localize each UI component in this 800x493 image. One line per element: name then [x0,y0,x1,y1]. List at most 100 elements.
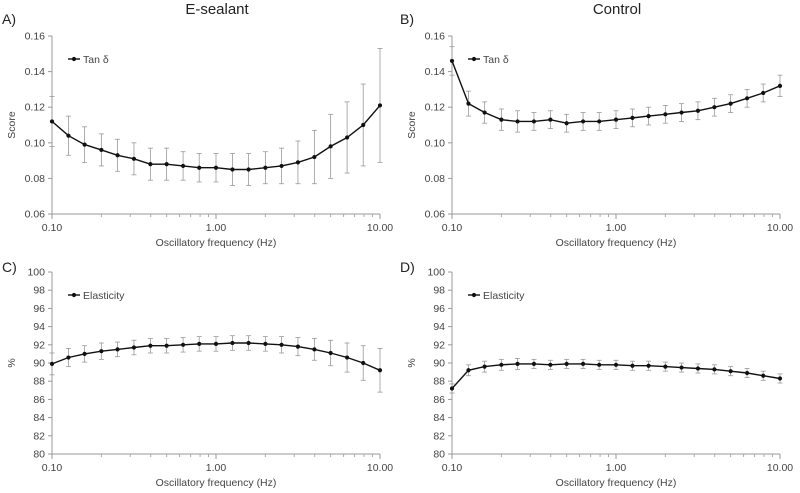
y-tick-label: 96 [33,303,45,315]
data-point [777,83,783,88]
legend-label: Elasticity [483,290,525,302]
data-point [246,340,251,346]
x-tick-label: 10.00 [767,462,793,474]
y-tick-label: 0.10 [425,137,446,149]
data-point [82,351,87,356]
x-tick-label: 0.10 [42,222,63,234]
data-point [230,340,235,346]
data-point [99,147,104,153]
data-point [482,364,487,369]
data-point [131,345,137,350]
data-point [613,362,619,367]
y-tick-label: 0.10 [25,137,46,149]
column-title-control: Control [593,1,641,18]
data-point [49,119,55,124]
x-axis-title: Oscillatory frequency (Hz) [556,237,677,249]
y-tick-label: 0.08 [25,173,46,185]
data-point [663,364,668,369]
panel-letter: B) [400,11,414,27]
data-point [597,362,602,367]
legend-label: Tan δ [483,54,509,66]
y-tick-label: 0.06 [425,209,446,221]
data-point [630,115,635,120]
data-point [744,96,750,101]
data-point [148,162,153,167]
data-point [312,347,317,352]
data-point [213,165,219,170]
data-point [279,163,284,169]
data-point [695,108,701,113]
y-axis-title: Score [6,111,18,139]
data-point [131,156,137,161]
data-point [115,153,120,158]
data-point [531,119,537,124]
legend-marker [471,292,477,298]
x-tick-label: 10.00 [367,222,393,234]
data-point [246,167,251,172]
column-title-e-sealant: E-sealant [185,1,249,18]
legend-marker [471,56,477,62]
data-point [449,58,455,64]
data-point [180,163,186,169]
y-tick-label: 96 [433,303,445,315]
data-point [148,343,153,348]
y-tick-label: 84 [33,412,45,424]
data-point [466,368,471,373]
data-point [679,110,684,115]
data-point [328,350,333,356]
data-point [361,122,366,128]
data-point [712,105,717,110]
y-tick-label: 82 [33,430,45,442]
data-point [712,367,717,372]
data-point [295,344,301,349]
data-point [197,165,202,170]
y-tick-label: 98 [33,285,45,297]
y-tick-label: 0.16 [425,31,446,43]
data-point [564,121,569,126]
data-point [99,349,104,354]
data-point [580,361,586,367]
y-tick-label: 86 [433,394,445,406]
y-tick-label: 94 [433,321,445,333]
y-tick-label: 0.12 [425,102,446,114]
y-tick-label: 86 [33,394,45,406]
data-point [646,114,651,119]
y-tick-label: 80 [433,449,445,461]
data-point [613,117,619,122]
data-point [548,117,553,122]
x-axis-title: Oscillatory frequency (Hz) [156,237,277,249]
chart-panel-1: A) 0.06 0.08 0.10 0.12 0.14 0.16 0.10 1.00 10.00 O… [2,11,393,249]
x-tick-label: 1.00 [606,462,627,474]
data-point [531,361,537,367]
panel-letter: C) [2,259,17,275]
y-tick-label: 90 [33,358,45,370]
data-point [466,101,471,106]
y-tick-label: 92 [433,339,445,351]
data-point [728,101,733,106]
data-point [597,119,602,124]
data-point [663,112,668,117]
chart-panel-2: B) 0.06 0.08 0.10 0.12 0.14 0.16 0.10 1.00 10.00 O… [400,11,793,249]
data-point [679,365,684,370]
data-point [761,90,766,96]
data-point [482,110,487,115]
y-tick-label: 0.14 [25,66,46,78]
data-point [548,362,553,367]
x-axis-title: Oscillatory frequency (Hz) [556,477,677,489]
y-tick-label: 88 [33,376,45,388]
data-point [361,360,366,366]
panel-letter: D) [400,259,415,275]
y-tick-label: 88 [433,376,445,388]
data-point [49,361,55,367]
data-point [744,370,750,376]
y-tick-label: 90 [433,358,445,370]
x-tick-label: 10.00 [367,462,393,474]
chart-panel-3: C) 80 82 84 86 88 90 92 94 96 98 100 0.10 1.00 10.00 Os… [2,259,393,489]
data-point [449,386,455,391]
data-point [66,355,71,360]
data-point [630,363,635,368]
y-tick-label: 80 [33,449,45,461]
x-tick-label: 0.10 [442,462,463,474]
y-tick-label: 0.08 [425,173,446,185]
legend-label: Elasticity [83,290,125,302]
